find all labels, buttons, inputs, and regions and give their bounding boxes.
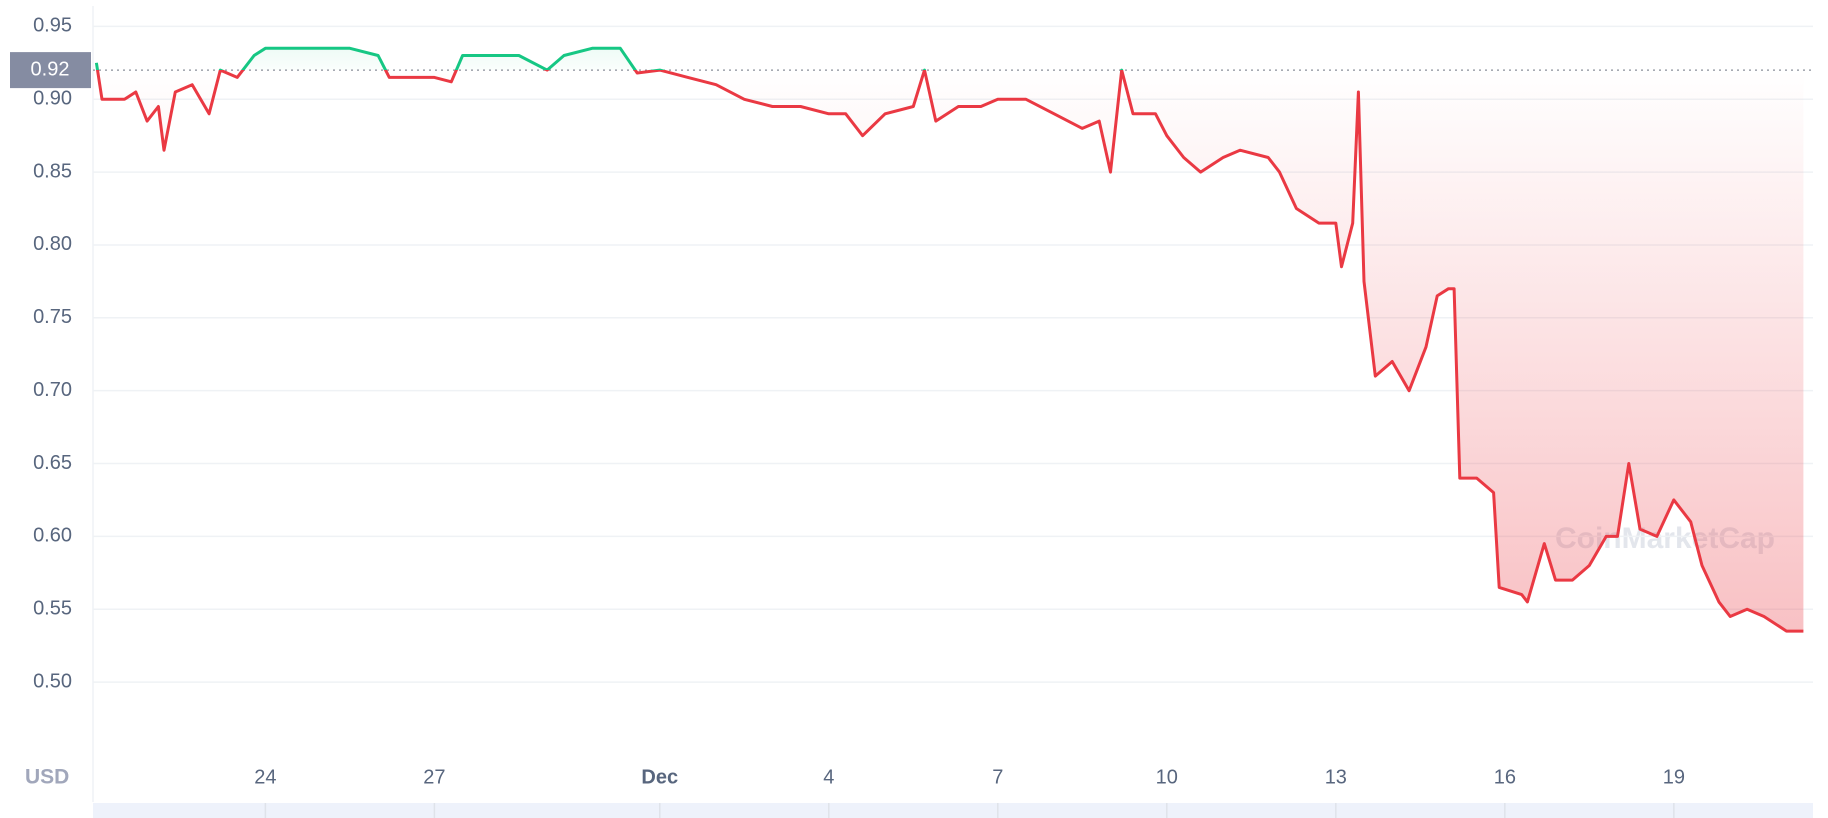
- x-tick-label: 10: [1156, 766, 1178, 788]
- y-tick-label: 0.65: [33, 452, 72, 474]
- x-tick-label: 7: [992, 766, 1003, 788]
- currency-label: USD: [25, 766, 69, 789]
- x-tick-label: 16: [1494, 766, 1516, 788]
- x-tick-label: 24: [254, 766, 276, 788]
- y-tick-label: 0.90: [33, 88, 72, 110]
- reference-label: 0.92: [31, 58, 70, 80]
- reference-label-box: [10, 52, 91, 89]
- y-tick-label: 0.85: [33, 160, 72, 182]
- x-tick-label: 4: [823, 766, 834, 788]
- y-tick-label: 0.70: [33, 379, 72, 401]
- price-line: [94, 46, 1804, 633]
- y-tick-label: 0.80: [33, 233, 72, 255]
- price-area: [96, 48, 1804, 632]
- x-tick-label: 19: [1663, 766, 1685, 788]
- y-tick-label: 0.60: [33, 525, 72, 547]
- y-tick-label: 0.50: [33, 670, 72, 692]
- x-tick-label: 13: [1325, 766, 1347, 788]
- y-tick-label: 0.95: [33, 15, 72, 37]
- y-tick-label: 0.55: [33, 597, 72, 619]
- x-tick-label: 27: [423, 766, 445, 788]
- range-navigator: [93, 803, 1813, 818]
- y-tick-label: 0.75: [33, 306, 72, 328]
- x-tick-label: Dec: [641, 766, 678, 788]
